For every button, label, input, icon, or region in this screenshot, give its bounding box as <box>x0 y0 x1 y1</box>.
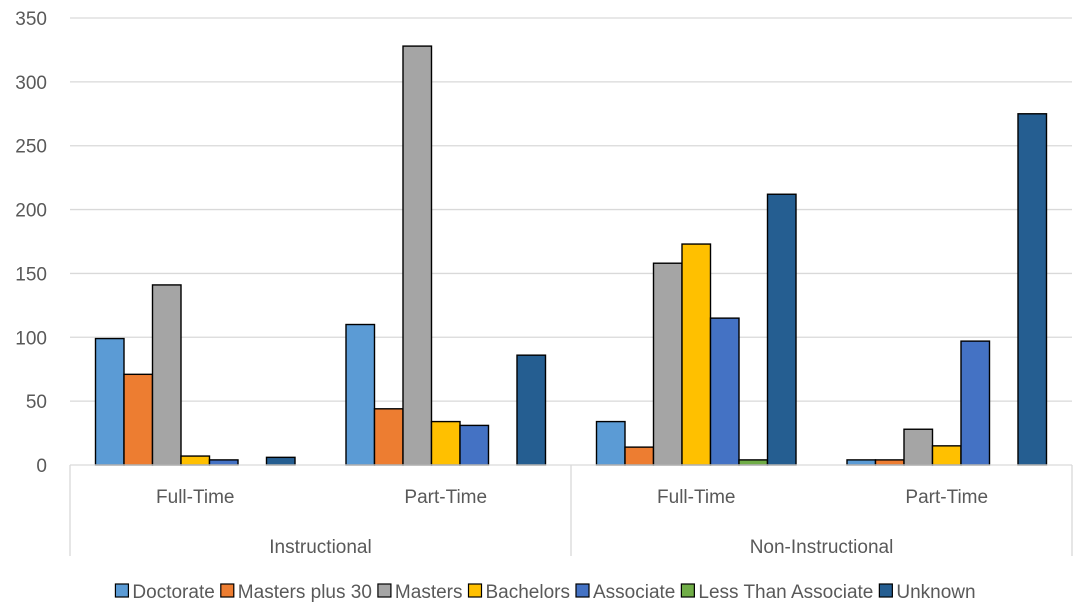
bar-masters-2 <box>652 262 683 466</box>
category-label-2: Full-Time <box>657 487 735 508</box>
legend-label-masters: Masters <box>395 582 463 603</box>
bar-bachelors-3 <box>931 445 962 466</box>
gridlines <box>70 17 1072 402</box>
legend-label-masters-plus-30: Masters plus 30 <box>238 582 372 603</box>
bar-masters-plus-30-0 <box>123 373 154 466</box>
bar-unknown-3 <box>1017 113 1048 466</box>
bar-unknown-1 <box>516 354 547 466</box>
group-labels: Instructional Non-Instructional <box>269 537 893 558</box>
group-label-instructional: Instructional <box>269 537 371 558</box>
legend-label-bachelors: Bachelors <box>486 582 571 603</box>
legend-swatch-bachelors <box>467 583 483 598</box>
bar-doctorate-0 <box>94 337 125 466</box>
bar-doctorate-2 <box>595 420 626 466</box>
category-labels: Full-Time Part-Time Full-Time Part-Time <box>156 487 988 508</box>
bar-masters-1 <box>402 45 433 466</box>
legend-label-unknown: Unknown <box>896 582 975 603</box>
bar-doctorate-1 <box>345 323 376 466</box>
bar-associate-3 <box>960 340 991 466</box>
bar-doctorate-3 <box>846 459 877 466</box>
bar-masters-3 <box>903 428 934 466</box>
y-tick-label-150: 150 <box>15 264 47 285</box>
y-tick-label-100: 100 <box>15 328 47 349</box>
legend-label-doctorate: Doctorate <box>132 582 214 603</box>
category-label-1: Part-Time <box>404 487 487 508</box>
category-label-3: Part-Time <box>905 487 988 508</box>
legend-swatch-less-than-associate <box>680 583 695 598</box>
bar-associate-1 <box>459 424 490 466</box>
x-axis <box>69 464 1073 556</box>
y-tick-label-350: 350 <box>15 9 47 30</box>
legend-swatch-doctorate <box>114 583 130 598</box>
bar-masters-plus-30-1 <box>373 408 404 466</box>
bar-associate-0 <box>208 459 239 466</box>
y-tick-label-50: 50 <box>26 392 47 413</box>
bar-less-than-associate-2 <box>738 459 769 466</box>
bar-masters-plus-30-2 <box>624 446 655 466</box>
bar-bachelors-2 <box>681 243 712 466</box>
group-label-non-instructional: Non-Instructional <box>750 537 894 558</box>
legend: Doctorate Masters plus 30 Masters Bachelors… <box>114 582 976 603</box>
category-label-0: Full-Time <box>156 487 234 508</box>
y-tick-label-200: 200 <box>15 201 47 222</box>
bar-masters-0 <box>151 284 182 466</box>
y-tick-label-0: 0 <box>36 456 47 477</box>
bar-associate-2 <box>709 317 740 466</box>
bar-masters-plus-30-3 <box>874 459 905 466</box>
legend-swatch-unknown <box>878 583 893 598</box>
bar-unknown-0 <box>265 456 296 466</box>
legend-swatch-masters-plus-30 <box>220 583 235 598</box>
legend-swatch-associate <box>575 583 590 598</box>
bar-bachelors-1 <box>430 420 461 466</box>
y-tick-label-300: 300 <box>15 73 47 94</box>
legend-swatch-masters <box>377 583 392 598</box>
bar-unknown-2 <box>766 193 797 466</box>
legend-label-less-than-associate: Less Than Associate <box>698 582 873 603</box>
bar-bachelors-0 <box>180 455 211 466</box>
legend-label-associate: Associate <box>593 582 675 603</box>
y-tick-label-250: 250 <box>15 137 47 158</box>
bars <box>94 45 1048 466</box>
y-axis-tick-labels: 0 50 100 150 200 250 300 350 <box>15 9 47 477</box>
